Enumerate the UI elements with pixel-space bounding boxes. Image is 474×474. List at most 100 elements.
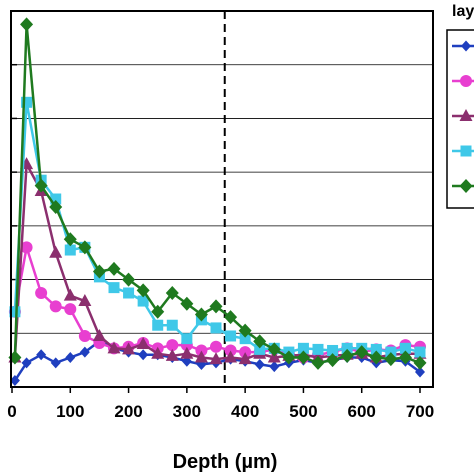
data-point [50,357,61,369]
data-point [341,342,353,354]
series-4 [9,96,426,358]
data-point [370,343,382,355]
data-point [238,323,252,338]
data-point [210,340,222,353]
data-point [460,75,472,87]
data-point [414,346,426,358]
data-point [460,145,472,157]
x-tick-label: 700 [406,402,434,421]
data-point [311,355,325,370]
x-tick-label: 0 [7,402,16,421]
data-point [239,333,251,345]
data-point [63,288,77,301]
data-point [267,342,281,357]
data-point [180,296,194,311]
data-point [9,306,21,318]
data-point [413,355,427,370]
x-tick-label: 300 [173,402,201,421]
data-point [34,178,48,193]
plot-area-border [10,10,434,388]
data-point [49,245,63,258]
data-point [282,350,296,365]
data-point [107,341,121,354]
data-point [20,17,34,32]
series-line [13,101,421,354]
data-point [254,343,266,355]
data-point [238,352,252,365]
data-point [49,300,62,313]
data-point [50,193,62,205]
data-point [269,361,280,373]
x-tick-label: 500 [289,402,317,421]
data-point [194,307,208,322]
data-point [137,295,149,307]
data-point [65,351,76,363]
data-point [297,342,309,354]
data-point [209,299,223,314]
data-point [209,352,223,365]
data-point [415,366,425,378]
data-point [35,287,48,299]
series-group [8,17,427,387]
data-point [225,330,237,342]
data-point [79,346,90,358]
data-point [107,261,121,276]
data-point [92,328,106,341]
data-point [312,343,324,355]
data-point [165,286,179,300]
data-point [180,346,194,359]
data-point [78,329,91,342]
x-tick-label: 400 [231,402,259,421]
data-point [92,264,106,279]
data-point [296,350,310,365]
data-point [224,350,238,363]
data-point [78,240,92,255]
data-point [165,348,179,361]
series-5 [8,17,427,370]
data-point [398,350,412,365]
data-point [122,272,136,287]
data-point [21,96,33,108]
data-point [253,334,267,349]
x-tick-label: 200 [114,402,142,421]
data-point [21,357,32,369]
data-point [181,333,193,345]
data-point [267,350,281,363]
x-tick-label: 600 [348,402,376,421]
data-point [194,350,208,363]
data-point [340,348,354,363]
x-axis-title: Depth (µm) [173,451,278,473]
data-point [327,344,339,356]
data-point [384,352,398,367]
x-tick-label: 100 [56,402,84,421]
data-point [326,353,340,368]
data-point [36,349,47,361]
data-point [108,282,120,294]
data-point [459,109,473,121]
data-point [151,346,165,359]
data-point [369,350,383,365]
data-point [49,200,63,215]
data-point [224,310,238,325]
data-point [64,303,77,316]
data-point [459,179,473,193]
data-point [64,244,76,256]
data-point [166,319,178,331]
data-point [9,375,20,387]
data-point [136,337,150,350]
x-axis-ticks: 0 100 200 300 400 500 600 700 [7,387,434,421]
legend-title: lay [452,3,474,20]
data-point [20,241,33,254]
data-point [399,342,411,354]
data-point [136,283,150,298]
data-point [210,322,222,334]
data-point [122,342,136,355]
data-point [152,319,164,331]
gridlines [11,63,433,335]
data-point [123,287,135,299]
series-line [13,23,421,365]
legend: lay [446,3,474,209]
data-point [166,339,179,352]
data-point [151,304,165,319]
